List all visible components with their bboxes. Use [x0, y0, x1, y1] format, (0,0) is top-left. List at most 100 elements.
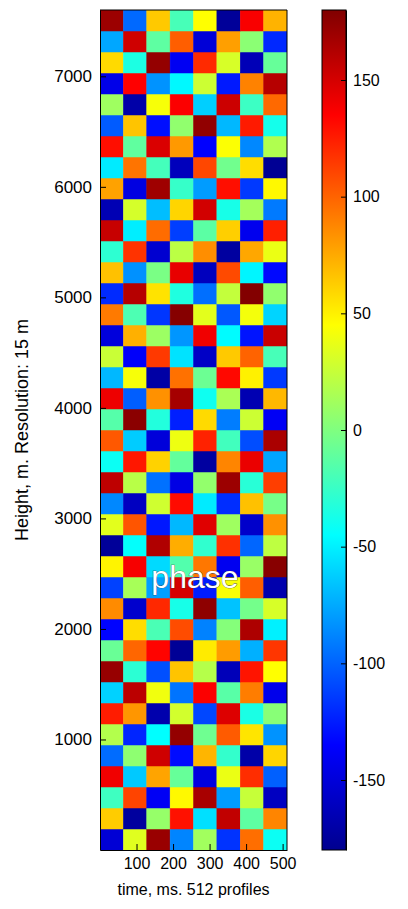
heatmap-cell [147, 619, 170, 640]
heatmap-cell [194, 430, 217, 451]
heatmap-cell [100, 220, 123, 241]
heatmap-cell [147, 787, 170, 808]
heatmap-cell [264, 304, 287, 325]
heatmap-cell [147, 52, 170, 73]
heatmap-cell [100, 409, 123, 430]
tick-mark [341, 547, 346, 548]
heatmap-cell [217, 808, 240, 829]
y-axis: 1000200030004000500060007000 [54, 11, 106, 851]
tick-label: -50 [353, 538, 376, 555]
heatmap-cell [100, 157, 123, 178]
tick: 5000 [54, 288, 106, 307]
heatmap-cell [100, 31, 123, 52]
heatmap-cell [123, 493, 146, 514]
heatmap-cell [147, 157, 170, 178]
heatmap-cell [147, 346, 170, 367]
heatmap-cell [217, 829, 240, 850]
heatmap-cell [217, 787, 240, 808]
heatmap-cell [100, 787, 123, 808]
plot-frame [100, 10, 287, 11]
heatmap-cell [123, 409, 146, 430]
tick: 7000 [54, 67, 106, 86]
heatmap-cell [194, 598, 217, 619]
heatmap-cell [194, 241, 217, 262]
heatmap-cell [147, 640, 170, 661]
heatmap-cell [147, 241, 170, 262]
heatmap-cell [123, 157, 146, 178]
heatmap-cell [264, 808, 287, 829]
heatmap-cell [264, 283, 287, 304]
heatmap-cell [217, 346, 240, 367]
heatmap-cell [264, 73, 287, 94]
heatmap-cell [147, 661, 170, 682]
heatmap-cell [264, 724, 287, 745]
heatmap-cell [100, 346, 123, 367]
tick-label: 100 [124, 855, 151, 872]
heatmap-cell [217, 409, 240, 430]
heatmap-cell [264, 115, 287, 136]
heatmap-cell [170, 598, 193, 619]
heatmap-cell [264, 31, 287, 52]
heatmap-cell [170, 325, 193, 346]
heatmap-cell [264, 325, 287, 346]
heatmap-cell [170, 787, 193, 808]
heatmap-cell [240, 598, 263, 619]
heatmap-cell [170, 241, 193, 262]
heatmap-cell [100, 577, 123, 598]
tick-mark [341, 80, 346, 81]
tick-label: 0 [353, 422, 362, 439]
x-axis: 100200300400500 [101, 844, 297, 872]
heatmap-cell [240, 220, 263, 241]
chart: 1002003004005001000200030004000500060007… [0, 0, 408, 909]
heatmap-cell [123, 724, 146, 745]
heatmap-cell [194, 451, 217, 472]
heatmap-cell [240, 493, 263, 514]
heatmap-cell [100, 10, 123, 31]
tick: 400 [233, 844, 260, 872]
heatmap-cell [170, 283, 193, 304]
heatmap-cell [170, 157, 193, 178]
tick-mark [173, 844, 174, 850]
heatmap-cell [240, 451, 263, 472]
heatmap-cell [240, 388, 263, 409]
heatmap-cell [194, 73, 217, 94]
heatmap-cell [217, 661, 240, 682]
heatmap-cell [123, 640, 146, 661]
heatmap-cell [123, 661, 146, 682]
heatmap-cell [123, 682, 146, 703]
heatmap-cell [194, 472, 217, 493]
heatmap-cell [123, 178, 146, 199]
heatmap-cell [100, 178, 123, 199]
heatmap-cell [264, 493, 287, 514]
heatmap-cell [217, 766, 240, 787]
heatmap-cell [123, 703, 146, 724]
heatmap-cell [240, 682, 263, 703]
heatmap-cell [100, 430, 123, 451]
heatmap-cell [147, 514, 170, 535]
heatmap-cell [123, 787, 146, 808]
heatmap-cell [194, 745, 217, 766]
heatmap-cell [123, 577, 146, 598]
tick-mark [100, 739, 106, 740]
tick-mark [137, 844, 138, 850]
tick-label: 300 [197, 855, 224, 872]
tick: 4000 [54, 399, 106, 418]
heatmap-cell [123, 388, 146, 409]
x-axis-title: time, ms. 512 profiles [117, 881, 269, 898]
heatmap-cell [264, 346, 287, 367]
heatmap-cell [100, 115, 123, 136]
heatmap-cell [147, 283, 170, 304]
heatmap-cell [217, 388, 240, 409]
heatmap-cell [100, 514, 123, 535]
heatmap-cell [123, 220, 146, 241]
y-axis-title: Height, m. Resolution: 15 m [12, 319, 32, 541]
heatmap-cell [240, 577, 263, 598]
heatmap-cell [147, 10, 170, 31]
heatmap-cell [170, 31, 193, 52]
heatmap-cell [147, 430, 170, 451]
heatmap-cell [123, 367, 146, 388]
tick-mark [100, 76, 106, 77]
heatmap-cell [194, 283, 217, 304]
heatmap-cell [123, 430, 146, 451]
heatmap-cell [147, 766, 170, 787]
